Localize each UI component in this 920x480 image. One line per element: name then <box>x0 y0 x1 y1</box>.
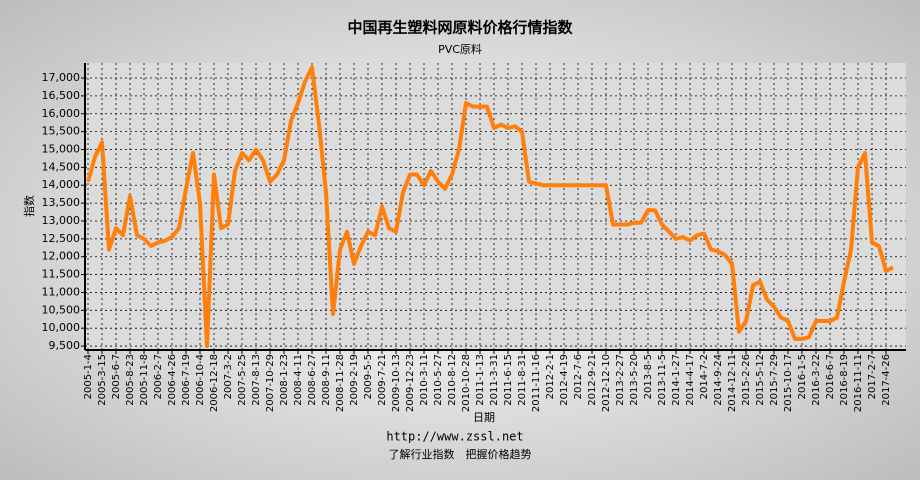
y-tick-label: 10,500 <box>42 303 81 316</box>
x-tick-label: 2005-11-8 <box>139 354 150 406</box>
x-tick-label: 2005-6-7 <box>111 354 122 399</box>
x-tick-label: 2014-7-2 <box>699 354 710 399</box>
x-tick-label: 2016-3-22 <box>811 354 822 406</box>
x-tick-label: 2017-2-7 <box>867 354 878 399</box>
x-tick-label: 2012-9-21 <box>587 354 598 406</box>
x-tick-label: 2014-12-11 <box>727 354 738 412</box>
x-tick-label: 2013-8-5 <box>643 354 654 399</box>
x-tick-label: 2012-7-6 <box>573 354 584 399</box>
x-tick-label: 2015-2-26 <box>741 354 752 406</box>
x-tick-label: 2013-5-20 <box>629 354 640 406</box>
x-tick-label: 2008-1-23 <box>279 354 290 406</box>
y-tick-label: 11,000 <box>42 285 81 298</box>
x-tick-label: 2011-3-31 <box>489 354 500 406</box>
y-tick-label: 9,500 <box>49 339 81 352</box>
x-tick-label: 2010-8-12 <box>447 354 458 406</box>
marks <box>86 65 894 349</box>
x-tick-label: 2007-10-29 <box>265 354 276 412</box>
x-tick-label: 2017-4-26 <box>881 354 892 406</box>
y-tick-label: 13,500 <box>42 196 81 209</box>
y-tick-label: 10,000 <box>42 321 81 334</box>
y-axis-label: 指数 <box>22 195 36 217</box>
x-tick-label: 2012-4-19 <box>559 354 570 406</box>
x-tick-label: 2007-3-2 <box>223 354 234 399</box>
y-tick-label: 17,000 <box>42 71 81 84</box>
x-tick-label: 2007-5-25 <box>237 354 248 406</box>
y-tick-label: 14,000 <box>42 178 81 191</box>
x-tick-label: 2011-1-13 <box>475 354 486 406</box>
y-tick-label: 16,000 <box>42 107 81 120</box>
y-tick-label: 12,500 <box>42 232 81 245</box>
x-tick-label: 2006-2-7 <box>153 354 164 399</box>
x-tick-label: 2015-5-12 <box>755 354 766 406</box>
y-tick-label: 13,000 <box>42 214 81 227</box>
x-tick-label: 2009-7-21 <box>377 354 388 406</box>
grid <box>81 63 906 354</box>
y-tick-label: 16,500 <box>42 89 81 102</box>
y-tick-label: 15,000 <box>42 142 81 155</box>
x-tick-label: 2009-2-19 <box>349 354 360 406</box>
x-tick-label: 2012-2-1 <box>545 354 556 399</box>
footer-slogan: 了解行业指数 把握价格趋势 <box>389 447 532 461</box>
x-tick-label: 2005-1-4 <box>83 354 94 399</box>
chart-subtitle: PVC原料 <box>438 42 482 56</box>
y-tick-label: 14,500 <box>42 160 81 173</box>
x-tick-label: 2008-4-11 <box>293 354 304 406</box>
x-tick-label: 2014-1-27 <box>671 354 682 406</box>
x-tick-label: 2011-8-31 <box>517 354 528 406</box>
x-tick-label: 2013-11-5 <box>657 354 668 406</box>
x-tick-label: 2010-10-28 <box>461 354 472 412</box>
x-tick-label: 2016-6-7 <box>825 354 836 399</box>
y-tick-label: 11,500 <box>42 268 81 281</box>
x-tick-label: 2010-3-11 <box>419 354 430 406</box>
x-tick-label: 2010-5-27 <box>433 354 444 406</box>
x-tick-label: 2009-12-23 <box>405 354 416 412</box>
chart-title: 中国再生塑料网原料价格行情指数 <box>347 19 573 37</box>
x-tick-label: 2016-1-5 <box>797 354 808 399</box>
x-tick-label: 2016-8-19 <box>839 354 850 406</box>
x-tick-label: 2005-3-15 <box>97 354 108 406</box>
x-tick-label: 2008-9-11 <box>321 354 332 406</box>
x-tick-label: 2005-8-23 <box>125 354 136 406</box>
x-tick-label: 2014-9-24 <box>713 354 724 406</box>
x-tick-label: 2009-5-5 <box>363 354 374 399</box>
x-tick-label: 2015-7-29 <box>769 354 780 406</box>
x-tick-label: 2008-11-28 <box>335 354 346 412</box>
x-tick-label: 2007-8-13 <box>251 354 262 406</box>
y-tick-label: 15,500 <box>42 125 81 138</box>
x-tick-label: 2011-6-15 <box>503 354 514 406</box>
x-axis-label: 日期 <box>473 411 495 424</box>
y-tick-label: 12,000 <box>42 250 81 263</box>
x-tick-label: 2015-10-17 <box>783 354 794 412</box>
x-tick-label: 2012-12-10 <box>601 354 612 412</box>
x-tick-label: 2006-12-18 <box>209 354 220 412</box>
x-tick-label: 2011-11-16 <box>531 354 542 412</box>
x-tick-label: 2006-10-4 <box>195 354 206 406</box>
x-tick-label: 2009-10-13 <box>391 354 402 412</box>
x-tick-label: 2006-7-19 <box>181 354 192 406</box>
x-tick-label: 2016-11-11 <box>853 354 864 412</box>
x-tick-label: 2008-6-27 <box>307 354 318 406</box>
x-tick-label: 2014-4-17 <box>685 354 696 406</box>
line <box>86 65 894 349</box>
x-tick-label: 2013-2-27 <box>615 354 626 406</box>
x-tick-label: 2006-4-26 <box>167 354 178 406</box>
footer-url: http://www.zssl.net <box>386 430 523 444</box>
